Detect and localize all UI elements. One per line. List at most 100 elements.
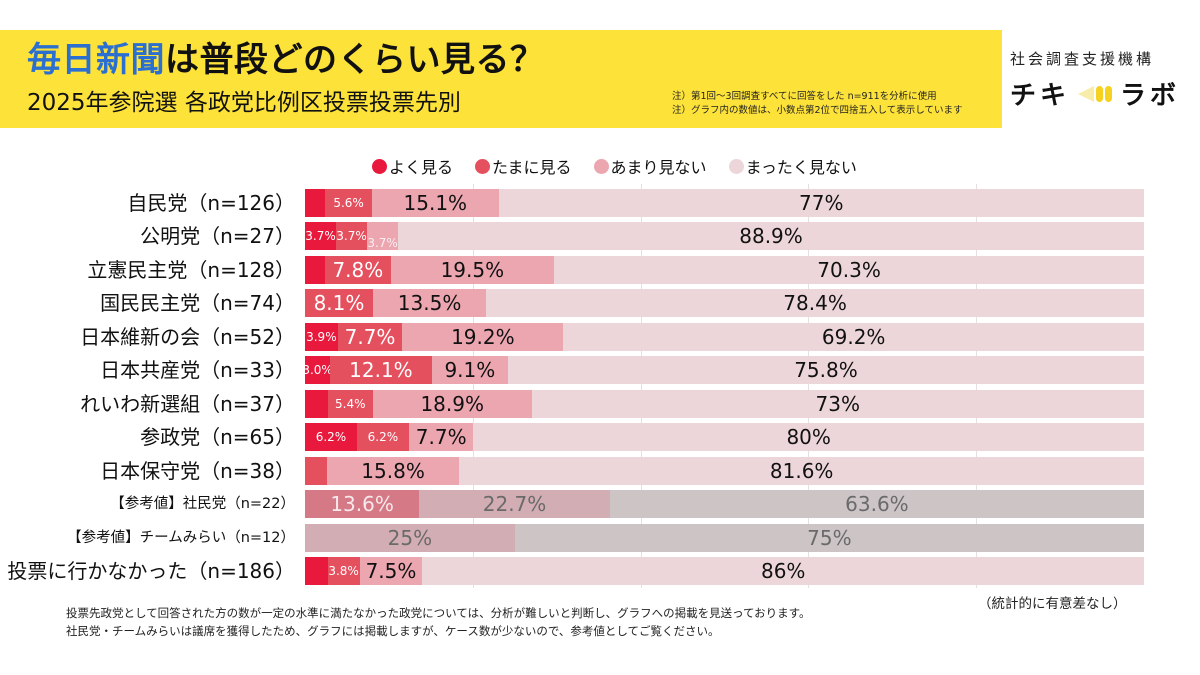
bar-row: 3.8% 7.5% 86% bbox=[305, 556, 1144, 585]
bar-segment: 77% bbox=[498, 189, 1144, 217]
legend-item: たまに見る bbox=[475, 154, 572, 178]
bar-segment bbox=[305, 255, 326, 284]
significance-note: （統計的に有意差なし） bbox=[978, 596, 1127, 612]
legend-item: あまり見ない bbox=[593, 154, 707, 178]
gridline bbox=[640, 184, 642, 588]
bar-row: 6.2% 6.2% 7.7% 80% bbox=[305, 423, 1144, 452]
speaker-mark-icon bbox=[1078, 85, 1113, 102]
gridline bbox=[976, 184, 978, 588]
bar-segment bbox=[305, 189, 326, 217]
data-label: 81.6% bbox=[769, 458, 834, 483]
data-label: 18.9% bbox=[420, 391, 484, 416]
header-band bbox=[0, 30, 1002, 128]
logo: 社会調査支援機構 チキ ラボ bbox=[1010, 48, 1190, 112]
data-label: 15.8% bbox=[361, 458, 425, 483]
row-label: れいわ新選組（n=37） bbox=[80, 391, 295, 416]
bar-segment: 63.6% bbox=[609, 490, 1144, 519]
data-label: 22.7% bbox=[482, 492, 547, 517]
data-label: 9.1% bbox=[444, 358, 496, 383]
bar-segment: 13.6% bbox=[305, 490, 420, 519]
data-label: 3.0% bbox=[302, 363, 333, 378]
legend-item: よく見る bbox=[372, 154, 453, 178]
bar-segment: 75.8% bbox=[508, 356, 1144, 385]
bar-segment: 70.3% bbox=[554, 255, 1144, 284]
bar-segment: 88.9% bbox=[398, 222, 1144, 251]
bar-segment: 7.7% bbox=[408, 423, 474, 452]
bar-segment: 75% bbox=[514, 523, 1144, 552]
bar-segment: 3.7% bbox=[367, 222, 399, 251]
bar-row: 5.6% 15.1% 77% bbox=[305, 189, 1144, 217]
bar-segment: 6.2% bbox=[305, 423, 357, 452]
logo-pill bbox=[1105, 85, 1113, 102]
bar-segment: 12.1% bbox=[330, 356, 432, 385]
data-label: 80% bbox=[786, 425, 831, 450]
title-rest: は普段どのくらい見る？ bbox=[165, 40, 545, 80]
data-label: 3.7% bbox=[336, 229, 367, 244]
bar-segment: 3.8% bbox=[327, 556, 360, 585]
bar-row: 8.1% 13.5% 78.4% bbox=[305, 289, 1144, 318]
bar-segment: 3.7% bbox=[305, 222, 337, 251]
data-label: 6.2% bbox=[315, 430, 347, 445]
bar-segment: 86% bbox=[422, 556, 1144, 585]
row-label: 【参考値】社民党（n=22） bbox=[110, 496, 295, 513]
bar-row: 15.8% 81.6% bbox=[305, 456, 1144, 485]
logo-name-left: チキ bbox=[1010, 81, 1071, 111]
bar-row: 5.4% 18.9% 73% bbox=[305, 389, 1144, 418]
row-label: 【参考値】チームみらい（n=12） bbox=[67, 529, 295, 546]
data-label: 7.8% bbox=[332, 257, 384, 282]
bar-segment: 5.6% bbox=[325, 189, 373, 217]
note-line: 注）グラフ内の数値は、小数点第2位で四捨五入して表示しています bbox=[672, 105, 963, 116]
data-label: 7.7% bbox=[415, 425, 467, 450]
legend-item: まったく見ない bbox=[728, 154, 857, 178]
bar-row: 3.7% 3.7% 3.7% 88.9% bbox=[305, 222, 1144, 251]
bar-segment: 22.7% bbox=[419, 490, 610, 519]
data-label: 69.2% bbox=[821, 324, 886, 349]
bar-segment: 25% bbox=[305, 523, 515, 552]
bar-segment: 78.4% bbox=[486, 289, 1144, 318]
header-notes: 注）第1回〜3回調査すべてに回答をした n=911を分析に使用 注）グラフ内の数… bbox=[672, 90, 962, 118]
bar-segment bbox=[305, 456, 327, 485]
data-label: 12.1% bbox=[349, 358, 413, 383]
logo-pill bbox=[1096, 85, 1104, 102]
data-label: 25% bbox=[387, 525, 433, 550]
bar-segment: 18.9% bbox=[372, 389, 532, 418]
bar-segment: 15.8% bbox=[326, 456, 460, 485]
legend-label: たまに見る bbox=[492, 158, 572, 177]
gridline bbox=[472, 184, 474, 588]
data-label: 3.7% bbox=[367, 235, 398, 250]
gridline bbox=[808, 184, 810, 588]
data-label: 77% bbox=[799, 191, 844, 215]
data-label: 7.7% bbox=[344, 324, 396, 349]
bar-segment: 15.1% bbox=[372, 189, 499, 217]
bar-segment: 13.5% bbox=[372, 289, 487, 318]
row-label: 自民党（n=126） bbox=[127, 191, 295, 215]
footer-line: 投票先政党として回答された方の数が一定の水準に満たなかった政党については、分析が… bbox=[66, 606, 811, 620]
data-label: 78.4% bbox=[783, 291, 847, 316]
logo-org: 社会調査支援機構 bbox=[1010, 50, 1155, 68]
data-label: 75.8% bbox=[794, 358, 858, 383]
row-label: 公明党（n=27） bbox=[140, 224, 295, 249]
bar-segment: 3.9% bbox=[305, 322, 338, 351]
logo-name: チキ ラボ bbox=[1010, 75, 1190, 112]
data-label: 13.5% bbox=[397, 291, 462, 316]
bar-segment bbox=[305, 556, 328, 585]
bar-segment: 3.7% bbox=[336, 222, 368, 251]
data-label: 19.5% bbox=[440, 257, 505, 282]
data-label: 86% bbox=[760, 558, 806, 583]
bar-row: 25% 75% bbox=[305, 523, 1144, 552]
bar-row: 3.0% 12.1% 9.1% 75.8% bbox=[302, 356, 1144, 385]
row-label: 日本維新の会（n=52） bbox=[80, 324, 295, 349]
data-label: 70.3% bbox=[817, 257, 881, 282]
chart-subtitle: 2025年参院選 各政党比例区投票投票先別 bbox=[27, 90, 461, 116]
bar-segment: 19.2% bbox=[402, 322, 564, 351]
note-line: 注）第1回〜3回調査すべてに回答をした n=911を分析に使用 bbox=[672, 91, 937, 102]
logo-name-right: ラボ bbox=[1120, 81, 1181, 111]
data-label: 5.6% bbox=[333, 196, 364, 210]
legend-dot-icon bbox=[475, 158, 491, 174]
bar-segment: 8.1% bbox=[305, 289, 373, 318]
bar-segment: 6.2% bbox=[356, 423, 409, 452]
data-label: 13.6% bbox=[330, 492, 394, 517]
bar-segment: 3.0% bbox=[302, 356, 333, 385]
bar-row: 7.8% 19.5% 70.3% bbox=[305, 255, 1144, 284]
bar-segment: 81.6% bbox=[459, 456, 1144, 485]
